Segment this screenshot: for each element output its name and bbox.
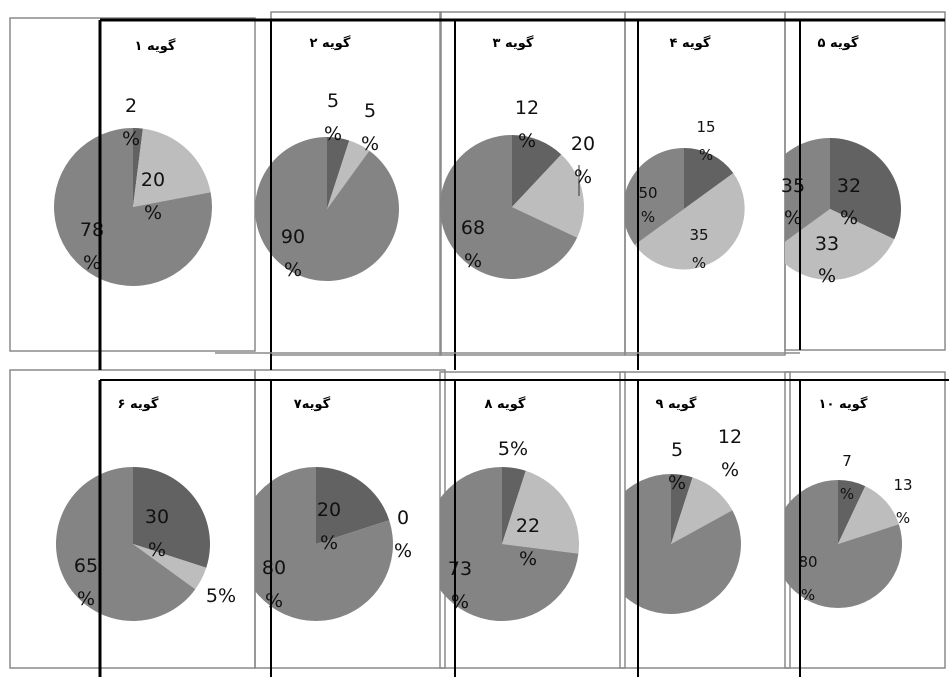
pie-6-slice-1: [133, 467, 210, 568]
pie-4-label-3: 35%: [689, 226, 708, 272]
pie-6-slice-3: [55, 466, 196, 621]
pie-8-slice-3: [440, 467, 579, 621]
pie-4-slice-3: [625, 148, 684, 245]
pie-8-slice-1: [502, 467, 526, 544]
pie-5: [785, 138, 901, 280]
pie-2-slice-3: [255, 137, 400, 281]
pie-5-title: گویه ۵: [818, 35, 859, 51]
pie-3-slice-3: [440, 135, 578, 279]
pie-4-slice-2: [634, 173, 745, 270]
pie-1: [53, 128, 212, 286]
pie-7-label-2: 0%: [394, 507, 412, 562]
pie-1-title: گویه ۱: [135, 38, 176, 54]
pie-9-label-2: 12%: [718, 426, 742, 481]
pie-10-title: گویه ۱۰: [819, 396, 868, 412]
chart-frame-1: [9, 17, 256, 352]
pie-6: [55, 466, 210, 621]
pie-3-label-2: 20%: [571, 133, 595, 188]
pie-8-slice-2: [502, 470, 579, 554]
pie-6-label-1: 30%: [145, 506, 169, 561]
pie-8: [440, 467, 579, 621]
pie-10: [785, 480, 903, 608]
pie-8-label-2: 22%: [516, 515, 540, 570]
pie-2-label-1: 5%: [324, 90, 342, 145]
pie-3-slice-1: [512, 135, 562, 207]
pie-5-slice-2: [785, 209, 895, 280]
pie-2-label-3: 90%: [281, 226, 305, 281]
pie-4-label-1: 15%: [696, 118, 715, 164]
pie-1-slice-2: [133, 128, 211, 207]
pie-1-slice-1: [133, 128, 143, 207]
pie-9: [625, 474, 741, 614]
pie-2: [255, 137, 400, 281]
pie-5-label-2: 33%: [815, 233, 839, 287]
pie-10-slice-3: [785, 480, 903, 608]
pie-9-slice-2: [671, 477, 733, 544]
pie-1-slice-3: [53, 128, 212, 286]
pie-5-label-1: 32%: [837, 175, 861, 229]
pie-10-slice-2: [838, 486, 899, 544]
pie-3-title: گویه ۳: [493, 35, 534, 51]
pie-6-label-3: 65%: [74, 555, 98, 610]
pie-10-label-2: 13%: [893, 476, 912, 527]
pie-8-label-1: 5%: [498, 438, 528, 460]
pie-2-slice-2: [327, 140, 370, 209]
pie-10-label-1: 7%: [840, 452, 854, 503]
pie-9-slice-3: [625, 474, 741, 614]
pie-2-label-2: 5%: [361, 100, 379, 155]
pie-4-title: گویه ۴: [670, 35, 711, 51]
pie-2-title: گویه ۲: [310, 35, 351, 51]
pie-7-title: گویه۷: [294, 396, 331, 412]
pie-7: [255, 467, 393, 621]
pie-4-slice-1: [684, 148, 734, 209]
pie-4: [625, 148, 745, 270]
pie-7-label-1: 20%: [317, 499, 341, 554]
pie-10-label-3: 80%: [798, 553, 817, 604]
pie-10-slice-1: [838, 480, 866, 544]
pie-5-slice-1: [830, 138, 901, 240]
pie-1-label-3: 78%: [80, 219, 104, 274]
pie-7-slice-1: [316, 467, 390, 544]
pie-9-slice-1: [671, 474, 693, 544]
pie-8-title: گویه ۸: [485, 396, 526, 412]
pie-9-title: گویه ۹: [656, 396, 697, 412]
pie-3-slice-2: [512, 154, 585, 238]
pie-6-title: گویه ۶: [118, 396, 159, 412]
pie-1-label-2: 20%: [141, 169, 165, 224]
pie-1-label-1: 2%: [122, 95, 140, 150]
pie-7-slice-3: [255, 467, 393, 621]
pie-2-slice-1: [327, 137, 350, 209]
pie-4-label-2: 50%: [638, 184, 657, 226]
pie-5-slice-3: [785, 138, 830, 242]
pie-3-label-1: 12%: [515, 97, 539, 152]
pie-3: [440, 135, 585, 279]
pie-6-label-2: 5%: [206, 585, 236, 607]
pie-3-label-3: 68%: [461, 217, 485, 272]
pie-6-slice-2: [133, 544, 207, 590]
pie-7-label-3: 80%: [262, 557, 286, 612]
pie-9-label-1: 5%: [668, 439, 686, 494]
